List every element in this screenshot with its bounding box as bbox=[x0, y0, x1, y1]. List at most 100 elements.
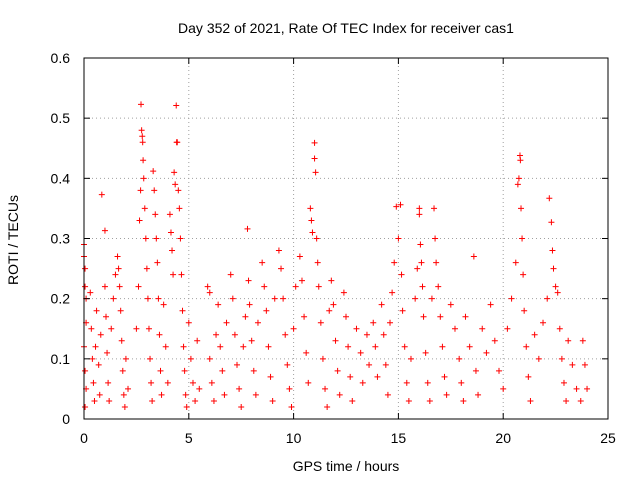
data-point bbox=[265, 343, 272, 350]
plot-frame bbox=[83, 57, 609, 420]
data-point bbox=[93, 307, 100, 314]
data-point bbox=[424, 379, 431, 386]
data-point bbox=[219, 367, 226, 374]
data-point bbox=[549, 247, 556, 254]
data-point bbox=[157, 367, 164, 374]
data-point bbox=[137, 187, 144, 194]
data-point bbox=[432, 235, 439, 242]
data-point bbox=[183, 403, 190, 410]
data-point bbox=[519, 235, 526, 242]
x-tick-label: 15 bbox=[391, 430, 407, 446]
data-point bbox=[269, 397, 276, 404]
data-point bbox=[177, 235, 184, 242]
data-point bbox=[504, 325, 511, 332]
data-point bbox=[441, 373, 448, 380]
data-point bbox=[579, 337, 586, 344]
data-point bbox=[395, 235, 402, 242]
data-point bbox=[156, 331, 163, 338]
data-point bbox=[106, 397, 113, 404]
data-point bbox=[546, 195, 553, 202]
data-point bbox=[284, 361, 291, 368]
data-point bbox=[353, 325, 360, 332]
data-point bbox=[311, 155, 318, 162]
data-point bbox=[187, 355, 194, 362]
data-point bbox=[470, 253, 477, 260]
data-point bbox=[192, 397, 199, 404]
data-point bbox=[313, 235, 320, 242]
data-point bbox=[563, 397, 570, 404]
data-point bbox=[173, 102, 180, 109]
data-point bbox=[418, 259, 425, 266]
data-point bbox=[544, 295, 551, 302]
data-point bbox=[416, 211, 423, 218]
data-point bbox=[584, 385, 591, 392]
data-point bbox=[307, 205, 314, 212]
data-point bbox=[208, 379, 215, 386]
data-point bbox=[288, 403, 295, 410]
data-point bbox=[483, 349, 490, 356]
data-point bbox=[380, 331, 387, 338]
data-point bbox=[169, 247, 176, 254]
data-point bbox=[393, 203, 400, 210]
data-point bbox=[414, 265, 421, 272]
data-point bbox=[179, 307, 186, 314]
data-point bbox=[135, 283, 142, 290]
data-point bbox=[170, 271, 177, 278]
data-point bbox=[527, 397, 534, 404]
data-point bbox=[315, 283, 322, 290]
data-point bbox=[160, 301, 167, 308]
data-point bbox=[139, 133, 146, 140]
data-point bbox=[330, 301, 337, 308]
data-point bbox=[451, 325, 458, 332]
data-point bbox=[433, 259, 440, 266]
data-point bbox=[175, 187, 182, 194]
data-point bbox=[520, 271, 527, 278]
data-point bbox=[431, 205, 438, 212]
data-point bbox=[217, 343, 224, 350]
data-point bbox=[359, 379, 366, 386]
data-point bbox=[515, 175, 522, 182]
data-point bbox=[185, 319, 192, 326]
data-point bbox=[312, 169, 319, 176]
data-point bbox=[305, 379, 312, 386]
data-point bbox=[119, 367, 126, 374]
data-point bbox=[101, 227, 108, 234]
data-point bbox=[240, 343, 247, 350]
data-point bbox=[125, 385, 132, 392]
data-point bbox=[303, 349, 310, 356]
data-point bbox=[475, 391, 482, 398]
data-point bbox=[458, 379, 465, 386]
data-point bbox=[213, 331, 220, 338]
x-tick-label: 0 bbox=[80, 430, 88, 446]
data-point bbox=[296, 253, 303, 260]
y-tick-label: 0 bbox=[62, 411, 70, 427]
data-point bbox=[223, 319, 230, 326]
data-point bbox=[456, 355, 463, 362]
data-point bbox=[372, 343, 379, 350]
data-point bbox=[275, 247, 282, 254]
data-point bbox=[98, 191, 105, 198]
data-point bbox=[401, 343, 408, 350]
data-point bbox=[435, 283, 442, 290]
data-point bbox=[142, 235, 149, 242]
data-point bbox=[419, 283, 426, 290]
data-point bbox=[581, 361, 588, 368]
data-point bbox=[565, 337, 572, 344]
x-tick-label: 20 bbox=[495, 430, 511, 446]
data-point bbox=[115, 265, 122, 272]
data-point bbox=[155, 295, 162, 302]
data-point bbox=[336, 391, 343, 398]
data-point bbox=[577, 397, 584, 404]
x-tick-label: 25 bbox=[600, 430, 616, 446]
data-point bbox=[215, 301, 222, 308]
data-point bbox=[514, 181, 521, 188]
data-point bbox=[479, 325, 486, 332]
data-point bbox=[87, 289, 94, 296]
data-point bbox=[108, 325, 115, 332]
data-point bbox=[374, 373, 381, 380]
data-point bbox=[508, 295, 515, 302]
data-point bbox=[242, 313, 249, 320]
data-point bbox=[278, 265, 285, 272]
data-point bbox=[174, 139, 181, 146]
data-point bbox=[347, 373, 354, 380]
